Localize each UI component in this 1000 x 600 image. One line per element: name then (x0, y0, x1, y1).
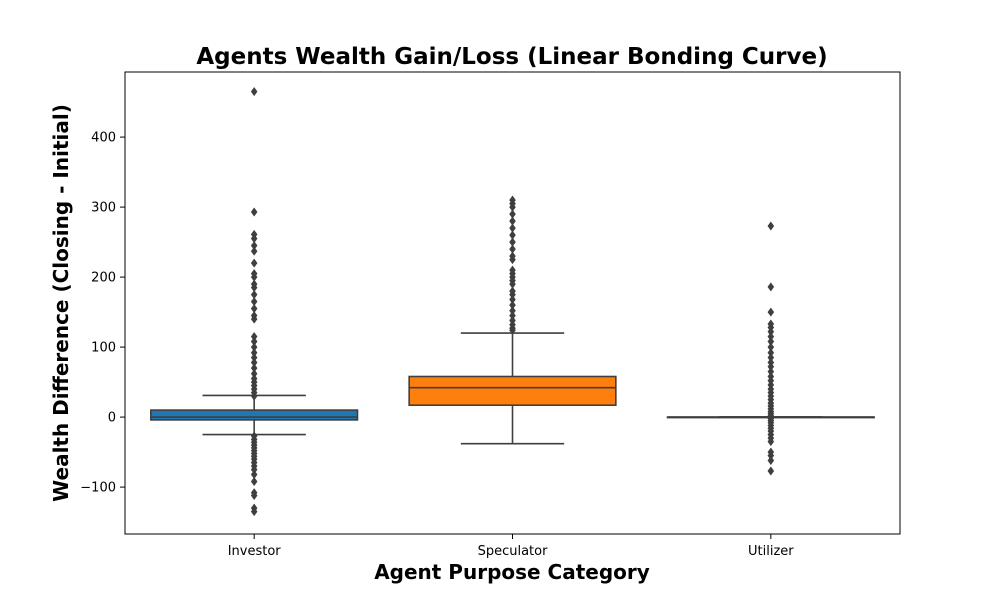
y-tick-label: −100 (80, 481, 116, 496)
y-tick-label: 200 (91, 271, 116, 286)
outlier-point (767, 282, 775, 292)
outlier-point (767, 466, 775, 476)
outlier-point (250, 86, 258, 97)
outlier-point (250, 258, 258, 268)
x-axis: Investor Speculator Utilizer (228, 534, 794, 559)
outlier-point (250, 314, 258, 324)
outlier-point (250, 391, 258, 401)
outlier-point (250, 476, 258, 487)
outlier-point (250, 490, 258, 501)
outlier-point (767, 307, 775, 317)
outlier-point (250, 506, 258, 517)
box-iqr (150, 409, 359, 421)
outlier-point (250, 207, 258, 217)
x-axis-label: Agent Purpose Category (374, 560, 650, 584)
outlier-point (767, 221, 775, 231)
outlier-point (509, 325, 516, 335)
y-tick-label: 0 (108, 411, 116, 426)
outlier-point (509, 254, 516, 265)
box-utilizer (666, 221, 875, 476)
outlier-point (767, 455, 775, 466)
outlier-point (767, 436, 775, 447)
y-axis-label: Wealth Difference (Closing - Initial) (49, 104, 73, 502)
y-axis: −100 0 100 200 300 400 (80, 131, 125, 496)
x-tick-label: Utilizer (748, 544, 794, 559)
y-tick-label: 300 (91, 201, 116, 216)
box-investor (150, 86, 359, 517)
x-tick-label: Speculator (478, 544, 549, 559)
chart-title: Agents Wealth Gain/Loss (Linear Bonding … (196, 44, 827, 70)
y-tick-label: 400 (91, 131, 116, 146)
box-speculator (408, 195, 617, 445)
y-tick-label: 100 (91, 341, 116, 356)
outlier-point (250, 246, 258, 256)
x-tick-label: Investor (228, 544, 282, 559)
plot-area (150, 86, 875, 517)
box-iqr (408, 375, 617, 407)
